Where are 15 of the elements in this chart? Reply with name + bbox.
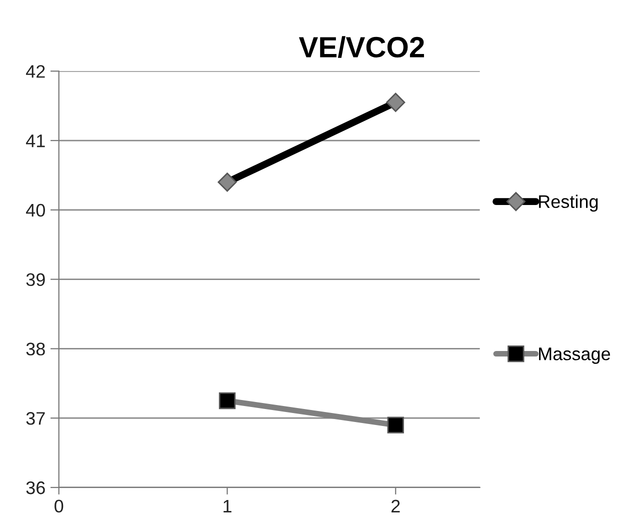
x-tick-label: 0 <box>54 500 64 513</box>
y-tick-label: 41 <box>26 134 45 148</box>
point <box>387 416 404 434</box>
y-tick-label: 40 <box>26 204 45 217</box>
y-tick-label: 37 <box>26 412 45 425</box>
y-tick-label: 38 <box>26 342 45 356</box>
y-tick-label: 42 <box>26 65 45 78</box>
x-tick-label: 1 <box>224 500 232 512</box>
legend-label: Resting <box>539 194 598 212</box>
chart-title: VE/VCO2 <box>298 36 424 58</box>
point <box>218 392 236 410</box>
y-tick-label: 36 <box>26 481 45 494</box>
y-tick-label: 39 <box>26 273 45 286</box>
legend-label: Massage <box>539 348 610 364</box>
x-tick-label: 2 <box>392 500 400 512</box>
